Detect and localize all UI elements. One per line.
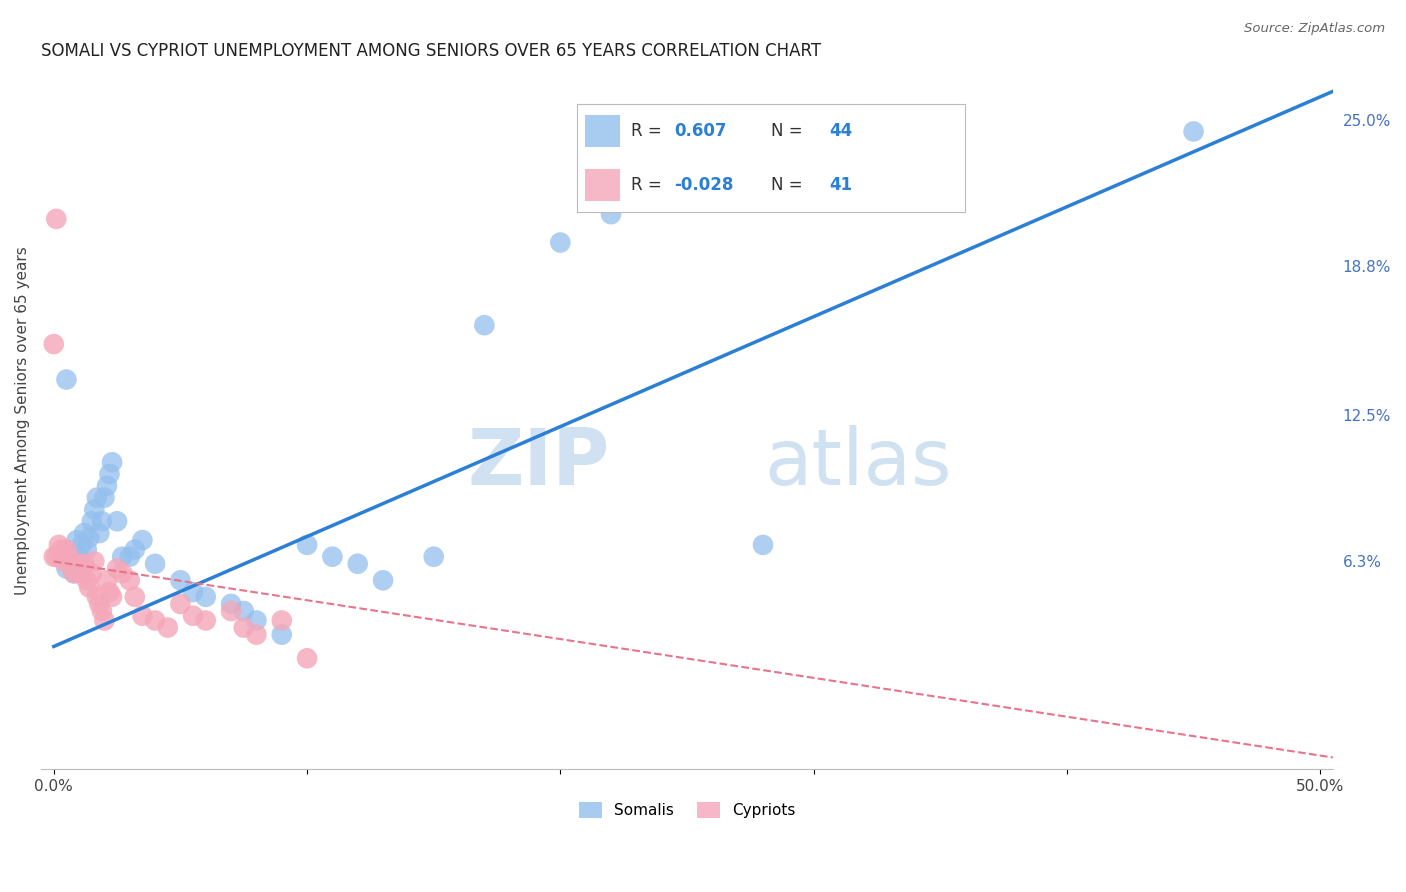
Point xyxy=(98,467,121,481)
Point xyxy=(131,533,153,548)
Text: ZIP: ZIP xyxy=(467,425,609,500)
Point xyxy=(90,514,112,528)
Point xyxy=(86,590,108,604)
Point xyxy=(67,561,90,575)
Point xyxy=(89,526,111,541)
Point xyxy=(194,614,217,628)
Point xyxy=(76,542,98,557)
Point xyxy=(143,614,166,628)
Point xyxy=(51,542,73,557)
Point xyxy=(65,557,87,571)
Point xyxy=(73,526,96,541)
Point xyxy=(77,531,100,545)
Point xyxy=(346,557,368,571)
Point xyxy=(42,549,65,564)
Point xyxy=(232,604,254,618)
Text: SOMALI VS CYPRIOT UNEMPLOYMENT AMONG SENIORS OVER 65 YEARS CORRELATION CHART: SOMALI VS CYPRIOT UNEMPLOYMENT AMONG SEN… xyxy=(41,42,821,60)
Point xyxy=(98,585,121,599)
Point xyxy=(111,549,134,564)
Point xyxy=(42,337,65,351)
Point xyxy=(93,491,115,505)
Point xyxy=(118,574,141,588)
Point xyxy=(77,581,100,595)
Point xyxy=(60,561,83,575)
Point xyxy=(60,554,83,568)
Point xyxy=(89,597,111,611)
Point xyxy=(86,491,108,505)
Point xyxy=(111,566,134,581)
Point xyxy=(105,514,128,528)
Point xyxy=(550,235,572,250)
Point xyxy=(752,538,775,552)
Point xyxy=(45,211,67,226)
Point xyxy=(245,627,267,641)
Point xyxy=(124,590,146,604)
Point xyxy=(181,608,204,623)
Point xyxy=(371,574,394,588)
Y-axis label: Unemployment Among Seniors over 65 years: Unemployment Among Seniors over 65 years xyxy=(15,246,30,595)
Point xyxy=(194,590,217,604)
Point xyxy=(101,590,124,604)
Point xyxy=(600,207,623,221)
Point xyxy=(58,549,80,564)
Point xyxy=(83,502,105,516)
Point xyxy=(73,557,96,571)
Point xyxy=(58,549,80,564)
Point xyxy=(101,455,124,469)
Point xyxy=(245,614,267,628)
Point xyxy=(1182,124,1205,138)
Point xyxy=(169,597,191,611)
Point xyxy=(45,549,67,564)
Point xyxy=(96,479,118,493)
Point xyxy=(80,566,103,581)
Point xyxy=(232,621,254,635)
Point xyxy=(181,585,204,599)
Text: atlas: atlas xyxy=(765,425,952,500)
Point xyxy=(63,566,86,581)
Point xyxy=(270,627,292,641)
Point xyxy=(70,538,93,552)
Point xyxy=(67,549,90,564)
Point xyxy=(55,542,77,557)
Point xyxy=(143,557,166,571)
Point xyxy=(83,554,105,568)
Point xyxy=(51,549,73,564)
Point xyxy=(96,574,118,588)
Point xyxy=(80,514,103,528)
Point xyxy=(63,566,86,581)
Point xyxy=(55,561,77,575)
Point xyxy=(124,542,146,557)
Point xyxy=(48,538,70,552)
Point xyxy=(422,549,444,564)
Point xyxy=(118,549,141,564)
Point xyxy=(474,318,496,333)
Legend: Somalis, Cypriots: Somalis, Cypriots xyxy=(572,797,801,824)
Point xyxy=(156,621,179,635)
Point xyxy=(219,597,242,611)
Point xyxy=(219,604,242,618)
Point xyxy=(76,574,98,588)
Point xyxy=(90,604,112,618)
Point xyxy=(105,561,128,575)
Point xyxy=(65,533,87,548)
Text: Source: ZipAtlas.com: Source: ZipAtlas.com xyxy=(1244,22,1385,36)
Point xyxy=(270,614,292,628)
Point xyxy=(295,538,318,552)
Point xyxy=(52,554,75,568)
Point xyxy=(295,651,318,665)
Point xyxy=(93,614,115,628)
Point xyxy=(169,574,191,588)
Point xyxy=(70,566,93,581)
Point xyxy=(55,372,77,386)
Point xyxy=(321,549,343,564)
Point xyxy=(131,608,153,623)
